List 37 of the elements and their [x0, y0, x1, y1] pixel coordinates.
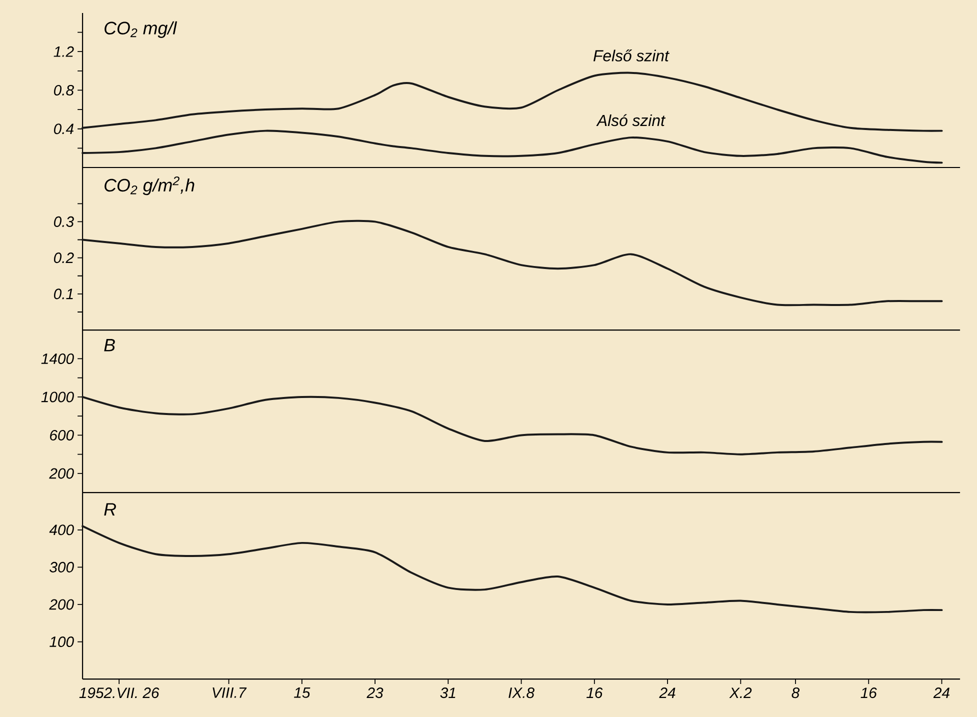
- x-tick-label: 15: [294, 688, 310, 698]
- y-tick-label: 0.1: [54, 288, 73, 300]
- y-tick-label: 400: [49, 524, 74, 536]
- y-tick-label: 0.4: [54, 124, 74, 134]
- line-series: [82, 525, 943, 614]
- x-tick-label: 31: [440, 688, 456, 698]
- line-series: [82, 220, 943, 306]
- line-series: [82, 72, 943, 132]
- y-tick-label: 600: [50, 430, 74, 441]
- y-tick-label: 200: [49, 599, 74, 610]
- y-tick-label: 0.3: [54, 216, 74, 227]
- x-tick-label: 24: [659, 688, 676, 698]
- chart-title: R: [104, 503, 116, 516]
- x-tick-label: 24: [933, 688, 950, 698]
- y-tick-label: 1400: [41, 353, 74, 364]
- chart-title: CO$_{2}$ mg/l: [104, 21, 178, 38]
- line-series: [82, 130, 943, 164]
- y-tick-label: 300: [50, 562, 74, 572]
- y-tick-label: 0.2: [54, 252, 74, 264]
- x-tick-label: IX.8: [508, 688, 534, 698]
- y-tick-label: 0.8: [54, 84, 74, 96]
- y-tick-label: 1.2: [54, 46, 74, 57]
- x-tick-label: VIII.7: [212, 688, 247, 698]
- series-label: Felső szint: [593, 50, 670, 62]
- series-label: Alsó szint: [596, 114, 666, 126]
- y-tick-label: 200: [49, 468, 74, 479]
- text: CO$_{2}$ g/m$^{2}$,h: [104, 176, 194, 196]
- y-tick-label: 1000: [41, 392, 74, 402]
- x-tick-label: X.2: [729, 688, 752, 698]
- x-tick-label: 23: [366, 688, 384, 698]
- line-series: [82, 396, 943, 456]
- x-tick-label: 8: [792, 688, 800, 698]
- x-tick-label: 1952.VII. 26: [79, 688, 160, 698]
- chart-title: B: [104, 338, 115, 352]
- x-tick-label: 16: [586, 688, 603, 698]
- x-tick-label: 16: [860, 688, 877, 698]
- y-tick-label: 100: [50, 636, 74, 648]
